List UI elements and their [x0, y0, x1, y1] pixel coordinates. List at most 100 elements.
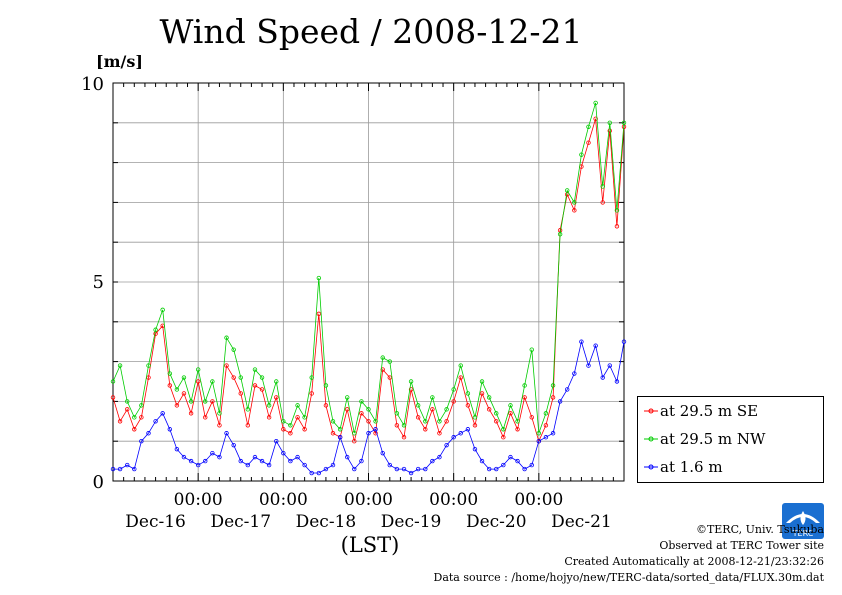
data-point: [181, 391, 187, 396]
data-point: [529, 415, 534, 420]
data-point: [494, 411, 499, 416]
chart-legend: at 29.5 m SE at 29.5 m NW at 1.6 m: [637, 396, 824, 483]
data-point: [479, 379, 485, 384]
data-point: [259, 375, 265, 380]
data-point: [132, 427, 137, 432]
data-point: [479, 391, 485, 396]
data-point: [174, 446, 180, 452]
x-tick-date-label: Dec-17: [210, 512, 272, 532]
data-point: [366, 407, 371, 412]
data-point: [217, 423, 222, 428]
data-point: [600, 200, 605, 205]
data-point: [153, 419, 158, 424]
data-point: [437, 419, 442, 424]
data-point: [394, 423, 400, 428]
data-point: [359, 411, 364, 416]
data-point: [387, 359, 392, 364]
data-point: [181, 375, 187, 380]
data-point: [309, 391, 314, 396]
y-tick-label-0: 0: [92, 472, 104, 493]
data-point: [139, 439, 144, 444]
data-point: [288, 431, 293, 436]
data-point: [401, 466, 407, 472]
data-point: [423, 427, 428, 432]
data-point: [472, 446, 478, 452]
data-point: [167, 371, 173, 376]
data-point: [174, 403, 180, 408]
data-point: [203, 399, 208, 404]
logo-text: TERC: [792, 529, 814, 538]
data-point: [501, 427, 506, 432]
data-point: [572, 371, 577, 376]
data-point: [295, 403, 300, 408]
data-point: [238, 458, 243, 464]
data-point: [543, 435, 549, 440]
data-point: [309, 375, 314, 380]
data-point: [281, 419, 286, 424]
data-point: [146, 363, 151, 368]
data-point: [600, 375, 605, 380]
series-line-2: [113, 340, 625, 474]
data-point: [238, 375, 243, 380]
data-point: [593, 100, 598, 106]
data-point: [224, 431, 229, 436]
data-point: [586, 124, 591, 129]
data-point: [337, 427, 343, 432]
data-point: [465, 427, 471, 432]
data-point: [274, 395, 279, 400]
data-point: [564, 387, 570, 392]
data-point: [125, 462, 130, 468]
data-point: [508, 454, 513, 460]
data-point: [586, 363, 591, 368]
data-point: [408, 470, 414, 476]
data-point: [423, 419, 428, 424]
data-point: [132, 415, 137, 420]
data-point: [543, 423, 549, 428]
data-point: [188, 399, 194, 404]
legend-item-nw: at 29.5 m NW: [638, 426, 823, 454]
data-point: [366, 431, 371, 436]
data-point: [557, 232, 563, 237]
data-point: [231, 442, 236, 448]
data-point: [430, 407, 435, 412]
data-point: [515, 458, 520, 464]
data-point: [550, 431, 556, 436]
data-point: [281, 427, 286, 432]
data-point: [394, 411, 400, 416]
x-tick-date-label: Dec-19: [380, 512, 442, 532]
data-point: [401, 423, 407, 428]
data-point: [486, 466, 492, 472]
data-point: [458, 431, 463, 436]
data-point: [536, 431, 542, 436]
series-line-1: [112, 102, 625, 434]
data-point: [210, 450, 215, 456]
data-point: [380, 450, 385, 456]
data-point: [508, 411, 513, 416]
data-point: [231, 347, 236, 352]
data-point: [323, 466, 329, 472]
footer-source: Data source : /home/hojyo/new/TERC-data/…: [433, 571, 825, 584]
data-point: [146, 431, 151, 436]
data-point: [203, 458, 208, 464]
data-point: [465, 403, 471, 408]
data-point: [472, 423, 478, 428]
data-point: [288, 458, 293, 464]
legend-marker-low: [644, 464, 658, 470]
data-point: [330, 419, 336, 424]
data-point: [316, 470, 322, 476]
data-point: [515, 419, 520, 424]
data-point: [486, 395, 492, 400]
data-point: [614, 379, 620, 384]
series-2: [110, 339, 627, 476]
data-point: [522, 383, 527, 388]
data-point: [345, 395, 350, 400]
data-point: [430, 458, 435, 464]
footer-copyright: ©TERC, Univ. Tsukuba: [695, 523, 824, 536]
data-point: [522, 466, 527, 472]
data-point: [117, 419, 123, 424]
data-point: [451, 435, 456, 440]
data-point: [593, 116, 598, 122]
data-point: [607, 128, 612, 133]
data-point: [451, 387, 456, 392]
data-point: [543, 411, 549, 416]
